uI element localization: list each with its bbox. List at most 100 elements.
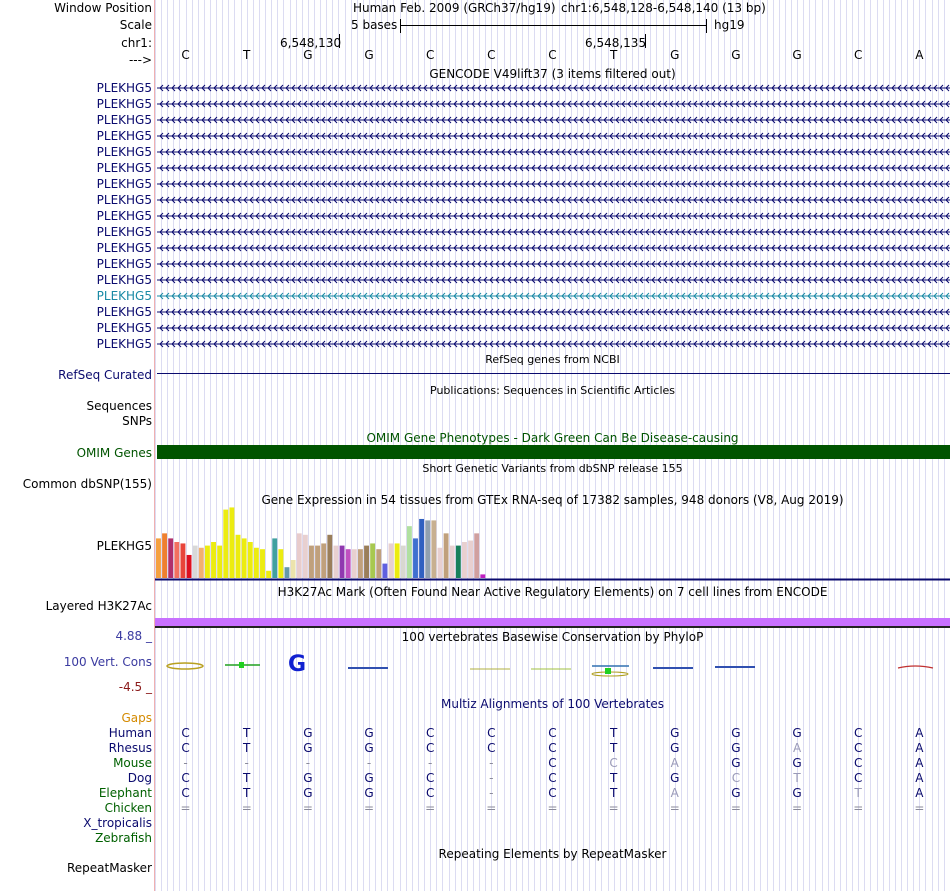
gtex-tissue-bar[interactable] — [480, 574, 486, 578]
gtex-tissue-bar[interactable] — [223, 509, 229, 578]
gencode-item-label[interactable]: PLEKHG5 — [96, 177, 152, 191]
gtex-tissue-bar[interactable] — [192, 545, 198, 578]
gencode-item-label[interactable]: PLEKHG5 — [96, 321, 152, 335]
gencode-transcript-line[interactable] — [157, 339, 950, 349]
gencode-item-label[interactable]: PLEKHG5 — [96, 337, 152, 351]
gtex-tissue-bar[interactable] — [168, 538, 174, 578]
publications-snps-label[interactable]: SNPs — [122, 414, 152, 428]
gtex-tissue-bar[interactable] — [302, 534, 308, 578]
gtex-tissue-bar[interactable] — [204, 545, 210, 578]
gtex-track-title[interactable]: Gene Expression in 54 tissues from GTEx … — [261, 493, 844, 507]
gencode-transcript-line[interactable] — [157, 307, 950, 317]
gtex-tissue-bar[interactable] — [468, 540, 474, 578]
phylop-label[interactable]: 100 Vert. Cons — [63, 655, 152, 669]
multiz-species-label[interactable]: Chicken — [104, 801, 152, 815]
gencode-transcript-line[interactable] — [157, 99, 950, 109]
gtex-tissue-bar[interactable] — [309, 545, 314, 578]
omim-track-title[interactable]: OMIM Gene Phenotypes - Dark Green Can Be… — [366, 431, 739, 445]
gencode-transcript-line[interactable] — [157, 211, 950, 221]
gtex-tissue-bar[interactable] — [370, 543, 376, 578]
gencode-transcript-line[interactable] — [157, 179, 950, 189]
refseq-gene-line[interactable] — [157, 373, 950, 374]
gencode-item-label[interactable]: PLEKHG5 — [96, 209, 152, 223]
multiz-species-label[interactable]: Rhesus — [108, 741, 152, 755]
dbsnp-track-title[interactable]: Short Genetic Variants from dbSNP releas… — [422, 462, 683, 475]
h3k27ac-signal-bar[interactable] — [155, 618, 950, 626]
refseq-track-title[interactable]: RefSeq genes from NCBI — [485, 353, 620, 366]
gtex-tissue-bar[interactable] — [437, 547, 443, 578]
gtex-tissue-bar[interactable] — [406, 526, 412, 578]
gencode-item-label[interactable]: PLEKHG5 — [96, 81, 152, 95]
repeatmasker-track-title[interactable]: Repeating Elements by RepeatMasker — [438, 847, 667, 861]
phylop-track-title[interactable]: 100 vertebrates Basewise Conservation by… — [401, 630, 704, 644]
gencode-item-label[interactable]: PLEKHG5 — [96, 273, 152, 287]
gtex-tissue-bar[interactable] — [180, 543, 186, 578]
refseq-label[interactable]: RefSeq Curated — [58, 368, 152, 382]
gencode-transcript-line[interactable] — [157, 227, 950, 237]
gencode-transcript-line[interactable] — [157, 163, 950, 173]
omim-gene-bar[interactable] — [157, 445, 950, 459]
gencode-transcript-line[interactable] — [157, 291, 950, 301]
gencode-transcript-line[interactable] — [157, 195, 950, 205]
multiz-species-label[interactable]: Zebrafish — [95, 831, 152, 845]
gtex-tissue-bar[interactable] — [241, 538, 247, 578]
gtex-bar-chart[interactable] — [155, 505, 950, 581]
gtex-tissue-bar[interactable] — [235, 534, 241, 578]
multiz-track-title[interactable]: Multiz Alignments of 100 Vertebrates — [440, 697, 665, 711]
gtex-tissue-bar[interactable] — [455, 545, 461, 578]
gtex-tissue-bar[interactable] — [327, 534, 333, 578]
gtex-tissue-bar[interactable] — [443, 533, 449, 578]
multiz-species-label[interactable]: Mouse — [113, 756, 152, 770]
gencode-item-label[interactable]: PLEKHG5 — [96, 289, 152, 303]
gtex-tissue-bar[interactable] — [419, 518, 425, 578]
multiz-species-label[interactable]: X_tropicalis — [83, 816, 152, 830]
publications-sequences-label[interactable]: Sequences — [86, 399, 152, 413]
gencode-item-label[interactable]: PLEKHG5 — [96, 257, 152, 271]
gencode-item-label[interactable]: PLEKHG5 — [96, 225, 152, 239]
gtex-tissue-bar[interactable] — [449, 545, 455, 578]
gtex-tissue-bar[interactable] — [339, 545, 345, 578]
multiz-gaps-label[interactable]: Gaps — [121, 711, 152, 725]
gencode-item-label[interactable]: PLEKHG5 — [96, 241, 152, 255]
gencode-transcript-line[interactable] — [157, 323, 950, 333]
multiz-species-label[interactable]: Elephant — [98, 786, 152, 800]
h3k27ac-label[interactable]: Layered H3K27Ac — [45, 599, 152, 613]
gtex-tissue-bar[interactable] — [388, 543, 394, 578]
gtex-tissue-bar[interactable] — [400, 545, 406, 578]
gtex-tissue-bar[interactable] — [351, 549, 357, 578]
gtex-tissue-bar[interactable] — [186, 554, 192, 578]
gtex-tissue-bar[interactable] — [462, 542, 467, 578]
gencode-item-label[interactable]: PLEKHG5 — [96, 161, 152, 175]
h3k27ac-track-title[interactable]: H3K27Ac Mark (Often Found Near Active Re… — [277, 585, 828, 599]
gencode-transcript-line[interactable] — [157, 259, 950, 269]
phylop-conservation-plot[interactable]: G — [155, 650, 950, 680]
gencode-item-label[interactable]: PLEKHG5 — [96, 113, 152, 127]
gtex-tissue-bar[interactable] — [217, 545, 223, 578]
gtex-tissue-bar[interactable] — [382, 563, 388, 578]
gtex-tissue-bar[interactable] — [198, 547, 204, 578]
gtex-tissue-bar[interactable] — [345, 549, 351, 578]
gtex-tissue-bar[interactable] — [290, 560, 296, 578]
gtex-tissue-bar[interactable] — [284, 567, 290, 578]
gtex-label[interactable]: PLEKHG5 — [96, 539, 152, 553]
repeatmasker-label[interactable]: RepeatMasker — [66, 861, 152, 875]
gencode-transcript-line[interactable] — [157, 83, 950, 93]
gtex-tissue-bar[interactable] — [321, 543, 327, 578]
multiz-species-label[interactable]: Dog — [127, 771, 152, 785]
gtex-tissue-bar[interactable] — [272, 538, 278, 578]
gencode-track-title[interactable]: GENCODE V49lift37 (3 items filtered out) — [429, 67, 676, 81]
gencode-transcript-line[interactable] — [157, 131, 950, 141]
gtex-tissue-bar[interactable] — [357, 549, 363, 578]
gencode-transcript-line[interactable] — [157, 115, 950, 125]
gtex-tissue-bar[interactable] — [413, 538, 418, 578]
multiz-species-label[interactable]: Human — [108, 726, 152, 740]
gencode-item-label[interactable]: PLEKHG5 — [96, 305, 152, 319]
gtex-tissue-bar[interactable] — [260, 549, 265, 578]
gtex-tissue-bar[interactable] — [266, 570, 272, 578]
gtex-tissue-bar[interactable] — [296, 533, 302, 578]
gencode-transcript-line[interactable] — [157, 275, 950, 285]
gtex-tissue-bar[interactable] — [315, 545, 321, 578]
gtex-tissue-bar[interactable] — [247, 542, 253, 578]
gencode-transcript-line[interactable] — [157, 147, 950, 157]
